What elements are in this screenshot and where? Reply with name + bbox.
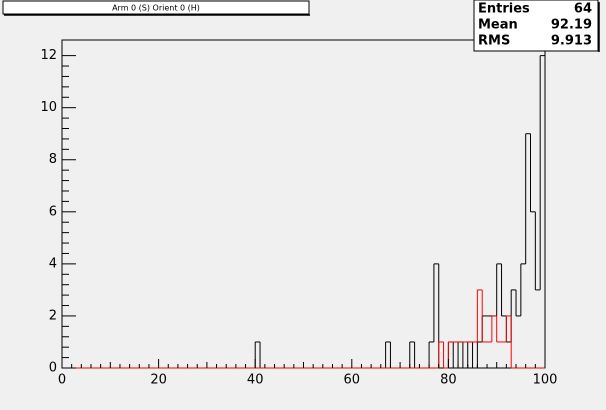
x-tick-label: 100	[533, 373, 558, 388]
x-tick-label: 20	[150, 373, 167, 388]
title-box	[2, 0, 310, 15]
stats-value: 92.19	[551, 18, 592, 33]
y-tick-label: 0	[49, 361, 57, 376]
stats-label: Entries	[478, 2, 530, 17]
chart-title: Arm 0 (S) Orient 0 (H)	[112, 4, 200, 13]
y-tick-label: 4	[49, 256, 57, 271]
stats-value: 9.913	[551, 34, 592, 49]
stats-box	[473, 0, 599, 52]
stats-label: Mean	[478, 18, 518, 33]
x-tick-label: 60	[344, 373, 361, 388]
x-tick-label: 40	[247, 373, 264, 388]
x-tick-label: 0	[58, 373, 66, 388]
stats-value: 64	[574, 2, 592, 17]
y-tick-label: 2	[49, 308, 57, 323]
plot-frame	[61, 39, 546, 369]
x-tick-label: 80	[440, 373, 457, 388]
y-tick-label: 12	[40, 48, 57, 63]
y-tick-label: 8	[49, 152, 57, 167]
y-tick-label: 10	[40, 100, 57, 115]
stats-label: RMS	[478, 34, 510, 49]
y-tick-label: 6	[49, 204, 57, 219]
